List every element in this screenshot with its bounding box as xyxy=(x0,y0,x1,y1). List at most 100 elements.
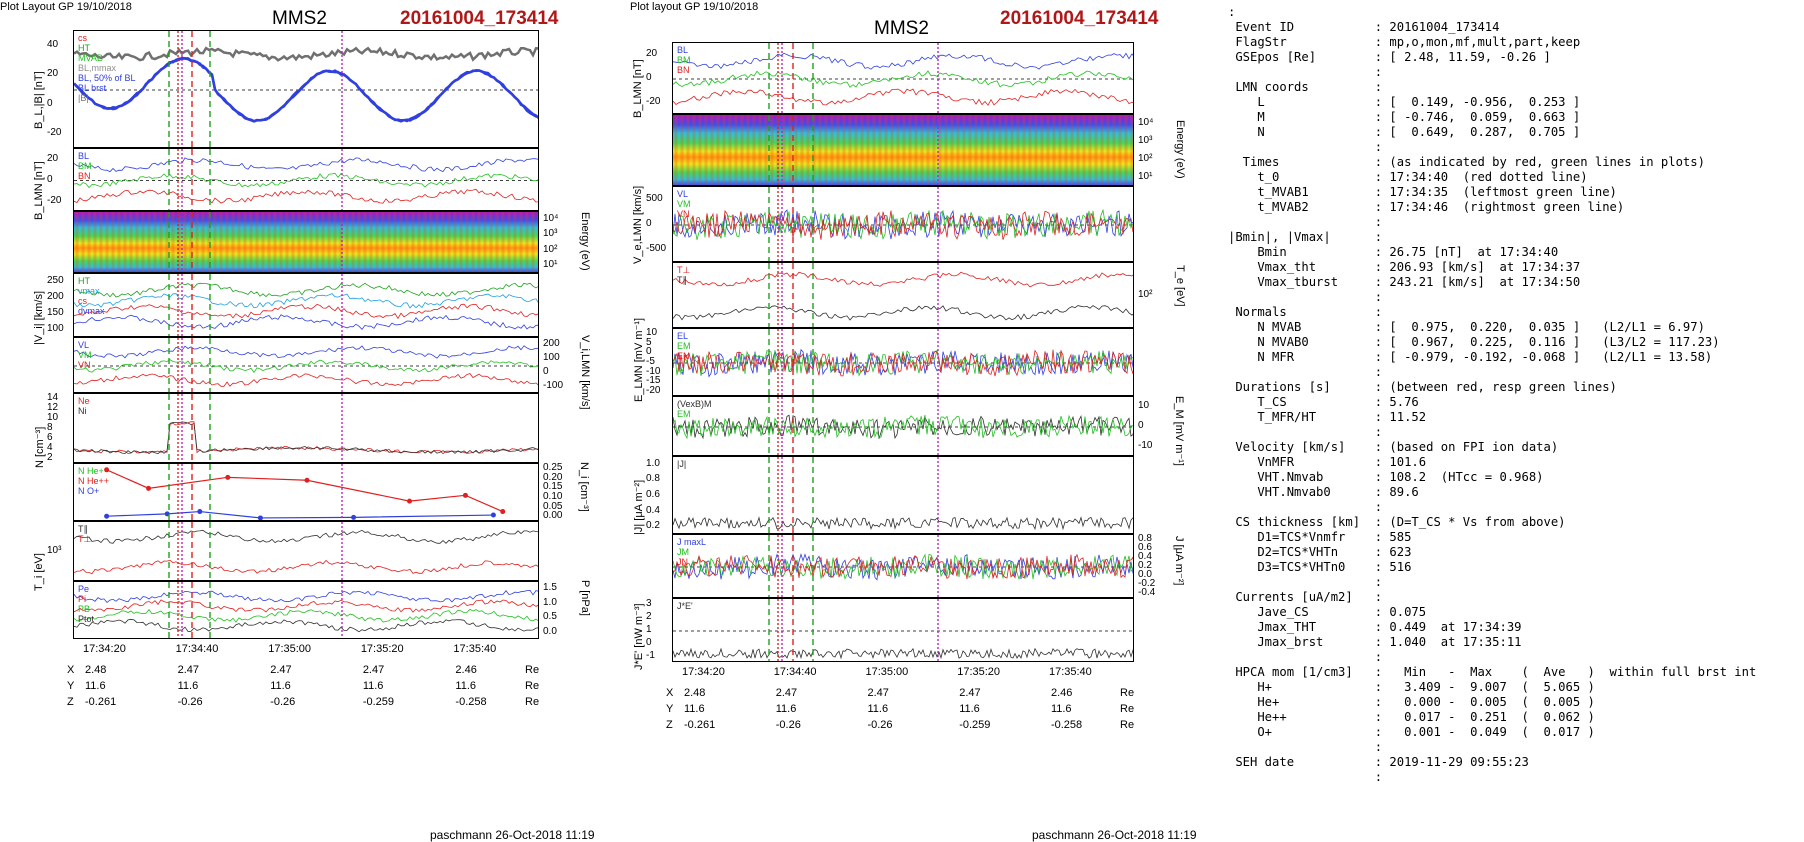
left-spacecraft-title: MMS2 xyxy=(272,8,327,29)
info-line: : xyxy=(1374,425,1383,439)
panel-plot-espec xyxy=(768,115,939,185)
series-he++ xyxy=(106,469,503,513)
info-line: : xyxy=(1374,290,1383,304)
y-tick-label: 1.0 xyxy=(543,596,557,608)
legend-entry: BL xyxy=(677,45,689,55)
y-axis-label: T_e [eV] xyxy=(1174,265,1186,307)
y-tick-label: -1 xyxy=(646,649,655,661)
info-line: D2=TCS*VHTn : 623 xyxy=(1257,545,1412,559)
legend-entry: cs xyxy=(78,296,87,306)
info-line: Vmax_tburst : 243.21 [km/s] at 17:34:50 xyxy=(1257,275,1581,289)
pos-value: -0.258 xyxy=(455,696,487,708)
pos-value: 2.46 xyxy=(1050,687,1073,699)
left-panel-p: Pe Pi PB Ptot xyxy=(73,581,539,639)
mid-panel-ve: VL VM VN xyxy=(672,186,1134,262)
point-he++ xyxy=(225,474,231,480)
legend: (VexB)M EM xyxy=(677,399,712,419)
legend-entry: BL,mmax xyxy=(78,63,117,73)
pos-row-label: Y xyxy=(67,680,75,692)
x-tick-label: 17:34:40 xyxy=(773,666,817,678)
info-line: N MFR : [ -0.979, -0.192, -0.068 ] (L2/L… xyxy=(1257,350,1713,364)
left-footer: paschmann 26-Oct-2018 11:19 xyxy=(430,828,595,842)
series-line xyxy=(74,293,538,309)
legend-entry: EM xyxy=(677,341,691,351)
left-panel-n: Ne Ni xyxy=(73,393,539,463)
left-layout-label: Plot Layout GP 19/10/2018 xyxy=(0,1,132,13)
series-line xyxy=(74,56,538,123)
mid-panel-b: BL BM BN xyxy=(672,42,1134,114)
y-tick-label: 3 xyxy=(646,598,652,610)
y-tick-label: 0.5 xyxy=(543,611,557,623)
legend-entry: Ni xyxy=(78,406,87,416)
mid-panel-je: J*E' xyxy=(672,598,1134,662)
mid-layout-label: Plot layout GP 19/10/2018 xyxy=(630,1,759,13)
y-tick-label: 10⁴ xyxy=(543,212,559,224)
legend-entry: Pi xyxy=(78,594,87,604)
y-tick-label: -20 xyxy=(47,127,62,139)
pos-row-label: X xyxy=(666,687,674,699)
y-axis-label: Energy (eV) xyxy=(1174,120,1186,179)
mid-footer: paschmann 26-Oct-2018 11:19 xyxy=(1032,828,1197,842)
info-line: |Bmin|, |Vmax| : xyxy=(1228,230,1383,244)
pos-value: -0.26 xyxy=(177,696,203,708)
legend-entry: (VexB)M xyxy=(677,399,712,409)
legend-entry: BN xyxy=(677,65,690,75)
y-tick-label: 0 xyxy=(47,173,53,185)
point-o+ xyxy=(351,514,357,520)
series-line xyxy=(74,559,538,575)
pos-value: -0.258 xyxy=(1050,719,1083,731)
panel-plot-ni xyxy=(104,464,506,520)
mid-event-title: 20161004_173414 xyxy=(1000,8,1159,29)
y-tick-label: 10 xyxy=(1138,400,1150,411)
info-line: T_MFR/HT : 11.52 xyxy=(1257,410,1427,424)
pos-value: -0.26 xyxy=(867,719,893,731)
series-line xyxy=(74,172,538,189)
panel-plot-blmn xyxy=(74,149,538,210)
panel-plot-te xyxy=(673,263,1133,327)
info-line: Bmin : 26.75 [nT] at 17:34:40 xyxy=(1257,245,1559,259)
info-line: N MVAB : [ 0.975, 0.220, 0.035 ] (L2/L1 … xyxy=(1257,320,1705,334)
legend: cs HT MVAB BL,mmax BL, 50% of BL BL brst |B| xyxy=(78,33,136,103)
panel-plot-je xyxy=(673,599,1133,661)
y-tick-label: 0 xyxy=(47,97,53,109)
legend-entry: VL xyxy=(677,189,689,199)
info-line: D1=TCS*Vnmfr : 585 xyxy=(1257,530,1412,544)
series-line xyxy=(74,589,538,603)
info-line: VHT.Nmvab : 108.2 (HTcc = 0.968) xyxy=(1257,470,1544,484)
pos-value: 2.47 xyxy=(362,664,385,676)
y-tick-label: 0.6 xyxy=(646,489,660,500)
y-tick-label: 0 xyxy=(1138,420,1144,431)
legend-entry: JN xyxy=(677,557,688,567)
legend: EL EM EN xyxy=(677,331,691,361)
y-tick-label: -0.2 xyxy=(1138,578,1156,590)
legend-entry: BL xyxy=(78,151,90,161)
y-tick-label: 20 xyxy=(47,68,59,80)
y-tick-label: 100 xyxy=(543,352,560,363)
y-tick-label: 0.0 xyxy=(543,625,557,637)
left-event-title: 20161004_173414 xyxy=(400,8,559,29)
y-tick-label: 10² xyxy=(1138,153,1153,164)
y-tick-label: 0 xyxy=(646,636,652,648)
info-line: : xyxy=(1374,65,1383,79)
legend-entry: T∥ xyxy=(677,275,687,285)
legend-entry: cs xyxy=(78,33,87,43)
info-line: Currents [uA/m2] : xyxy=(1235,590,1383,604)
legend-entry: HT xyxy=(78,276,90,286)
y-tick-label: -500 xyxy=(646,243,667,255)
y-tick-label: 0 xyxy=(543,366,549,377)
pos-value: 11.6 xyxy=(1050,703,1072,715)
info-line: : xyxy=(1374,650,1383,664)
spectrogram xyxy=(673,115,1133,185)
panel-plot-p xyxy=(74,582,538,638)
info-line: N MVAB0 : [ 0.967, 0.225, 0.116 ] (L3/L2… xyxy=(1257,335,1720,349)
y-tick-label: 8 xyxy=(47,422,53,433)
series-line xyxy=(673,414,1133,440)
info-line: VHT.Nmvab0 : 89.6 xyxy=(1257,485,1419,499)
series-line xyxy=(673,305,1133,321)
legend-entry: EM xyxy=(677,409,691,419)
point-he++ xyxy=(304,477,310,483)
legend: N He+ N He++ N O+ xyxy=(78,466,109,496)
legend-entry: VN xyxy=(78,360,91,370)
x-tick-label: 17:35:40 xyxy=(1048,666,1092,678)
y-tick-label: -20 xyxy=(47,194,62,206)
